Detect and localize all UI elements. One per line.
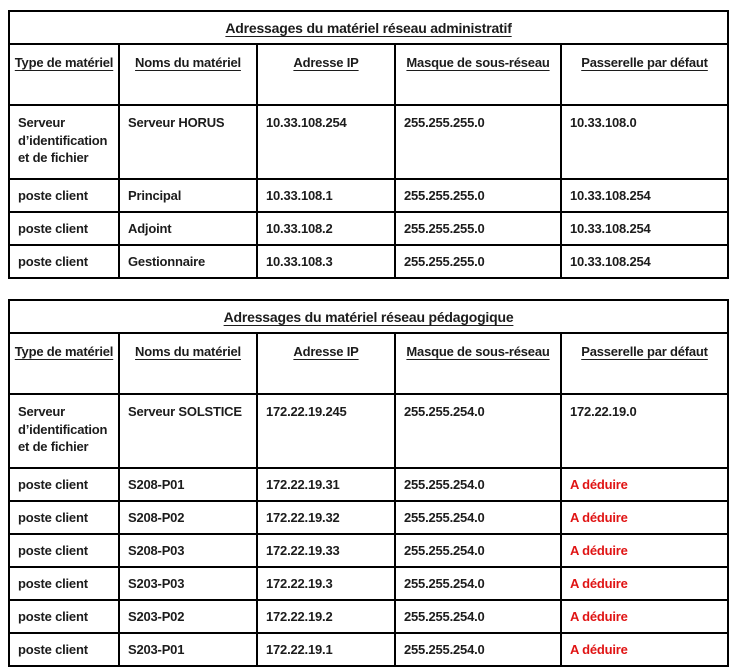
- material-type-cell: poste client: [8, 566, 120, 601]
- table-row: poste client Gestionnaire 10.33.108.3 255.2…: [8, 244, 730, 279]
- column-header-type: Type de matériel: [8, 43, 120, 106]
- material-type-cell: poste client: [8, 533, 120, 568]
- table-row: poste client Adjoint 10.33.108.2 255.255.25…: [8, 211, 730, 246]
- default-gateway-cell: A déduire: [559, 599, 730, 634]
- material-type-cell: poste client: [8, 500, 120, 535]
- column-header-material-name: Noms du matériel: [118, 332, 258, 395]
- table-title: Adressages du matériel réseau administra…: [7, 10, 730, 45]
- ip-address-cell: 10.33.108.3: [256, 244, 396, 279]
- table-title-text: Adressages du matériel réseau administra…: [225, 19, 512, 36]
- table-row: poste client S208-P01 172.22.19.31 255.255.…: [8, 467, 730, 502]
- subnet-mask-cell: 255.255.255.0: [394, 244, 562, 279]
- table-body: Serveur d’identification et de fichier Se…: [8, 393, 730, 667]
- default-gateway-cell: A déduire: [559, 566, 730, 601]
- column-header-subnet-mask: Masque de sous-réseau: [394, 43, 562, 106]
- table-row: poste client Principal 10.33.108.1 255.255.…: [8, 178, 730, 213]
- column-header-default-gateway: Passerelle par défaut: [559, 332, 730, 395]
- subnet-mask-cell: 255.255.254.0: [394, 533, 562, 568]
- material-type-cell: Serveur d’identification et de fichier: [8, 393, 120, 469]
- material-type-cell: poste client: [8, 244, 120, 279]
- table-row: poste client S203-P03 172.22.19.3 255.255.2…: [8, 566, 730, 601]
- material-name-cell: Gestionnaire: [118, 244, 258, 279]
- default-gateway-cell: A déduire: [559, 467, 730, 502]
- table-title-row: Adressages du matériel réseau pédagogiqu…: [7, 299, 730, 334]
- ip-address-cell: 10.33.108.2: [256, 211, 396, 246]
- table-header-row: Type de matériel Noms du matériel Adress…: [8, 43, 730, 106]
- ip-address-cell: 172.22.19.245: [256, 393, 396, 469]
- table-row: poste client S203-P01 172.22.19.1 255.255.2…: [8, 632, 730, 667]
- default-gateway-cell: 10.33.108.0: [559, 104, 730, 180]
- material-name-cell: Serveur HORUS: [118, 104, 258, 180]
- material-name-cell: Adjoint: [118, 211, 258, 246]
- material-type-cell: poste client: [8, 178, 120, 213]
- ip-address-cell: 172.22.19.31: [256, 467, 396, 502]
- table-row: poste client S203-P02 172.22.19.2 255.255.2…: [8, 599, 730, 634]
- ip-address-cell: 172.22.19.3: [256, 566, 396, 601]
- default-gateway-cell: A déduire: [559, 500, 730, 535]
- subnet-mask-cell: 255.255.254.0: [394, 500, 562, 535]
- pedagogic-network-table: Adressages du matériel réseau pédagogiqu…: [7, 299, 730, 667]
- subnet-mask-cell: 255.255.254.0: [394, 632, 562, 667]
- material-name-cell: S203-P02: [118, 599, 258, 634]
- column-header-ip-address: Adresse IP: [256, 332, 396, 395]
- column-header-ip-address: Adresse IP: [256, 43, 396, 106]
- subnet-mask-cell: 255.255.255.0: [394, 178, 562, 213]
- table-row: poste client S208-P02 172.22.19.32 255.255.…: [8, 500, 730, 535]
- default-gateway-cell: A déduire: [559, 632, 730, 667]
- subnet-mask-cell: 255.255.254.0: [394, 566, 562, 601]
- default-gateway-cell: A déduire: [559, 533, 730, 568]
- subnet-mask-cell: 255.255.254.0: [394, 599, 562, 634]
- material-name-cell: S208-P01: [118, 467, 258, 502]
- subnet-mask-cell: 255.255.254.0: [394, 393, 562, 469]
- material-name-cell: Principal: [118, 178, 258, 213]
- material-name-cell: S208-P03: [118, 533, 258, 568]
- subnet-mask-cell: 255.255.254.0: [394, 467, 562, 502]
- table-row: Serveur d’identification et de fichier Se…: [8, 393, 730, 469]
- material-name-cell: S203-P01: [118, 632, 258, 667]
- admin-network-table: Adressages du matériel réseau administra…: [7, 10, 730, 279]
- column-header-subnet-mask: Masque de sous-réseau: [394, 332, 562, 395]
- material-name-cell: Serveur SOLSTICE: [118, 393, 258, 469]
- material-type-cell: poste client: [8, 599, 120, 634]
- table-title: Adressages du matériel réseau pédagogiqu…: [7, 299, 730, 334]
- default-gateway-cell: 10.33.108.254: [559, 178, 730, 213]
- table-title-row: Adressages du matériel réseau administra…: [7, 10, 730, 45]
- material-type-cell: poste client: [8, 467, 120, 502]
- subnet-mask-cell: 255.255.255.0: [394, 104, 562, 180]
- column-header-material-name: Noms du matériel: [118, 43, 258, 106]
- table-row: Serveur d’identification et de fichier Se…: [8, 104, 730, 180]
- default-gateway-cell: 10.33.108.254: [559, 244, 730, 279]
- default-gateway-cell: 10.33.108.254: [559, 211, 730, 246]
- subnet-mask-cell: 255.255.255.0: [394, 211, 562, 246]
- column-header-type: Type de matériel: [8, 332, 120, 395]
- ip-address-cell: 172.22.19.2: [256, 599, 396, 634]
- default-gateway-cell: 172.22.19.0: [559, 393, 730, 469]
- table-body: Serveur d’identification et de fichier Se…: [8, 104, 730, 279]
- ip-address-cell: 172.22.19.33: [256, 533, 396, 568]
- material-type-cell: poste client: [8, 632, 120, 667]
- material-name-cell: S203-P03: [118, 566, 258, 601]
- column-header-default-gateway: Passerelle par défaut: [559, 43, 730, 106]
- table-header-row: Type de matériel Noms du matériel Adress…: [8, 332, 730, 395]
- ip-address-cell: 172.22.19.1: [256, 632, 396, 667]
- ip-address-cell: 172.22.19.32: [256, 500, 396, 535]
- material-name-cell: S208-P02: [118, 500, 258, 535]
- ip-address-cell: 10.33.108.254: [256, 104, 396, 180]
- ip-address-cell: 10.33.108.1: [256, 178, 396, 213]
- table-title-text: Adressages du matériel réseau pédagogiqu…: [223, 308, 514, 325]
- material-type-cell: Serveur d’identification et de fichier: [8, 104, 120, 180]
- table-row: poste client S208-P03 172.22.19.33 255.255.…: [8, 533, 730, 568]
- material-type-cell: poste client: [8, 211, 120, 246]
